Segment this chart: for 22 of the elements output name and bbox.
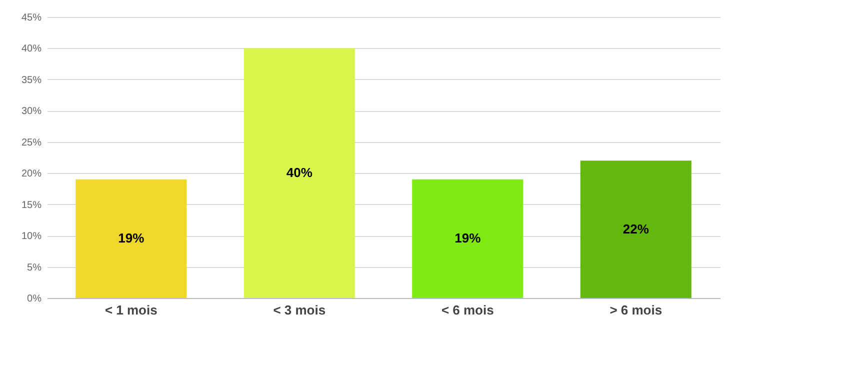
y-tick-label: 30% xyxy=(21,106,42,118)
data-label: 19% xyxy=(118,230,145,246)
bar xyxy=(244,48,355,298)
data-label: 40% xyxy=(286,165,313,180)
y-tick-label: 20% xyxy=(21,168,42,180)
y-tick-label: 45% xyxy=(21,12,42,24)
bar xyxy=(580,160,692,298)
y-tick-label: 0% xyxy=(27,294,42,304)
y-tick-label: 5% xyxy=(27,262,42,274)
x-tick-label: < 1 mois xyxy=(104,302,158,318)
y-tick-label: 15% xyxy=(21,200,42,211)
x-tick-label: < 3 mois xyxy=(273,302,326,318)
y-tick-label: 40% xyxy=(21,44,42,55)
bar xyxy=(412,179,524,298)
x-tick-label: < 6 mois xyxy=(441,302,494,318)
y-tick-label: 10% xyxy=(21,231,42,242)
x-tick-label: > 6 mois xyxy=(610,302,662,318)
data-label: 22% xyxy=(622,221,650,236)
data-label: 19% xyxy=(454,230,482,246)
y-tick-label: 25% xyxy=(21,137,42,148)
bar xyxy=(76,179,187,298)
y-tick-label: 35% xyxy=(21,74,42,86)
